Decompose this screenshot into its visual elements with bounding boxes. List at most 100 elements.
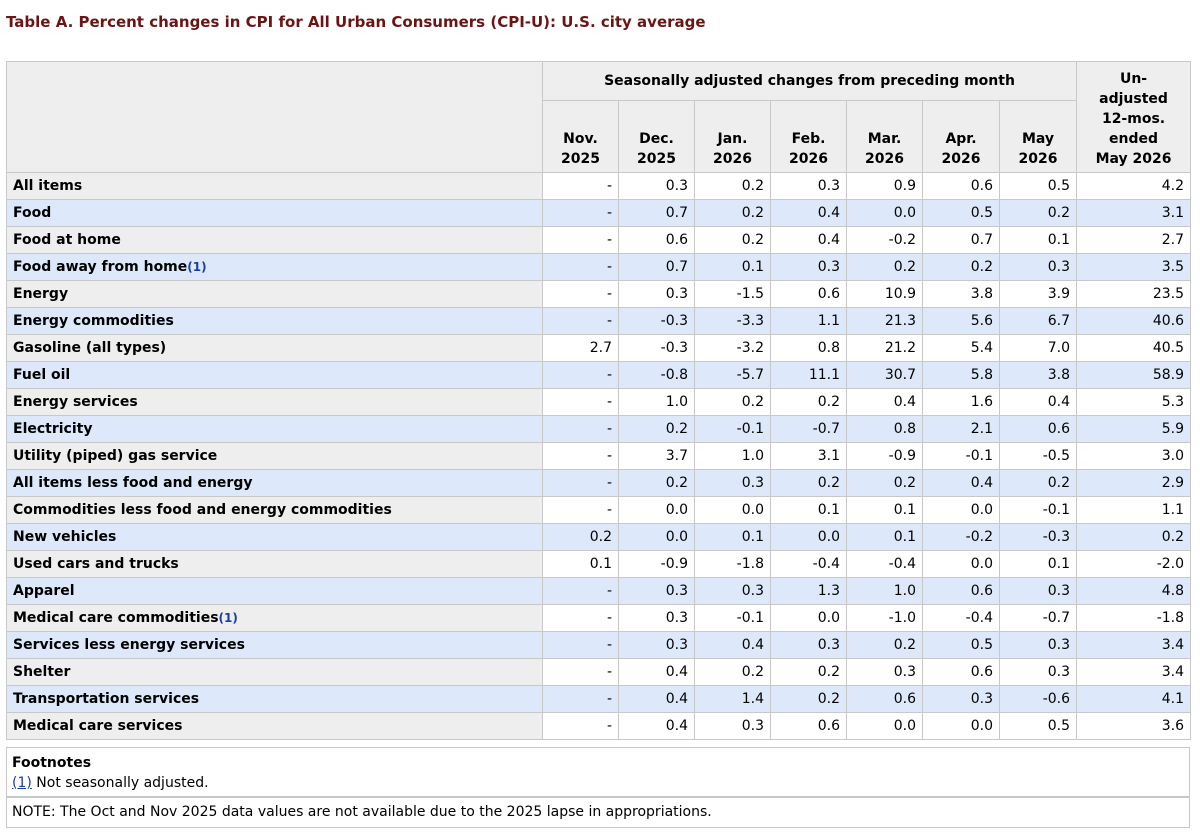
value-cell: -0.1 — [998, 496, 1078, 524]
table-row: Electricity -0.2 -0.1 -0.7 0.8 2.1 0.6 5.9 — [6, 415, 1192, 443]
value-cell: 4.1 — [1076, 685, 1192, 713]
month-year: 2025 — [561, 151, 600, 167]
value-cell: 0.5 — [922, 631, 1000, 659]
value-cell: - — [542, 712, 619, 740]
month-year: 2026 — [1018, 151, 1058, 167]
value-cell: - — [542, 361, 619, 389]
value-cell: - — [542, 415, 619, 443]
value-cell: -0.7 — [998, 604, 1078, 632]
value-cell: 0.3 — [618, 280, 695, 308]
month-header-jan: Jan. 2026 — [694, 100, 771, 173]
value-cell: 0.5 — [998, 712, 1078, 740]
value-cell: 0.1 — [846, 496, 923, 524]
row-label: Transportation services — [6, 685, 543, 713]
value-cell: 0.2 — [694, 388, 771, 416]
value-cell: 0.3 — [998, 577, 1078, 605]
row-label-text: Apparel — [13, 583, 75, 599]
value-cell: - — [542, 604, 619, 632]
table-row: Gasoline (all types) 2.7 -0.3 -3.2 0.8 21.2 5.… — [6, 334, 1192, 362]
value-cell: 0.4 — [922, 469, 1000, 497]
value-cell: 2.7 — [1076, 226, 1192, 254]
value-cell: 0.3 — [618, 631, 695, 659]
row-label-text: Electricity — [13, 421, 93, 437]
value-cell: 0.2 — [694, 658, 771, 686]
value-cell: -0.3 — [618, 307, 695, 335]
value-cell: -0.2 — [846, 226, 923, 254]
value-cell: - — [542, 685, 619, 713]
value-cell: 0.5 — [998, 172, 1078, 200]
row-label: New vehicles — [6, 523, 543, 551]
value-cell: 3.9 — [998, 280, 1078, 308]
value-cell: 0.6 — [770, 712, 847, 740]
unadjusted-line: Un- — [1119, 71, 1148, 87]
value-cell: 0.0 — [770, 604, 847, 632]
month-header-nov: Nov. 2025 — [542, 100, 619, 173]
value-cell: - — [542, 199, 619, 227]
value-cell: - — [542, 577, 619, 605]
table-row: Food -0.7 0.2 0.4 0.0 0.5 0.2 3.1 — [6, 199, 1192, 227]
value-cell: 0.0 — [694, 496, 771, 524]
value-cell: 0.2 — [694, 199, 771, 227]
value-cell: 0.7 — [618, 199, 695, 227]
value-cell: 0.3 — [694, 469, 771, 497]
row-label: Services less energy services — [6, 631, 543, 659]
value-cell: 0.2 — [770, 469, 847, 497]
value-cell: 0.4 — [998, 388, 1078, 416]
value-cell: 1.1 — [1076, 496, 1192, 524]
value-cell: 0.4 — [618, 712, 695, 740]
value-cell: 0.3 — [922, 685, 1000, 713]
value-cell: 0.0 — [922, 496, 1000, 524]
value-cell: - — [542, 469, 619, 497]
footnote-ref-link[interactable]: (1) — [218, 611, 238, 625]
row-label-text: Transportation services — [13, 691, 200, 707]
stub-header — [6, 61, 543, 173]
table-row: Transportation services -0.4 1.4 0.2 0.6 0.3-… — [6, 685, 1192, 713]
value-cell: -0.5 — [998, 442, 1078, 470]
value-cell: 0.3 — [998, 631, 1078, 659]
footnote-ref-link[interactable]: (1) — [187, 260, 207, 274]
month-name: Nov. — [563, 131, 598, 147]
value-cell: 0.0 — [618, 523, 695, 551]
value-cell: 0.0 — [922, 550, 1000, 578]
row-label-text: Utility (piped) gas service — [13, 448, 218, 464]
value-cell: 5.6 — [922, 307, 1000, 335]
value-cell: 0.2 — [770, 388, 847, 416]
value-cell: - — [542, 631, 619, 659]
table-row: Energy -0.3 -1.5 0.6 10.9 3.8 3.9 23.5 — [6, 280, 1192, 308]
value-cell: - — [542, 307, 619, 335]
unadjusted-line: adjusted — [1099, 91, 1168, 107]
unadjusted-line: 12-mos. — [1101, 111, 1166, 127]
value-cell: 0.2 — [846, 631, 923, 659]
value-cell: 0.7 — [618, 253, 695, 281]
value-cell: -5.7 — [694, 361, 771, 389]
row-label-text: Medical care commodities — [13, 610, 219, 626]
row-label: Apparel — [6, 577, 543, 605]
value-cell: - — [542, 658, 619, 686]
table-row: All items less food and energy -0.2 0.3 0.2… — [6, 469, 1192, 497]
value-cell: 0.3 — [998, 658, 1078, 686]
value-cell: 0.3 — [770, 172, 847, 200]
page-title: Table A. Percent changes in CPI for All … — [6, 13, 706, 31]
row-label: Energy commodities — [6, 307, 543, 335]
value-cell: 58.9 — [1076, 361, 1192, 389]
row-label-text: Fuel oil — [13, 367, 71, 383]
value-cell: 0.6 — [618, 226, 695, 254]
value-cell: 0.6 — [998, 415, 1078, 443]
value-cell: 5.4 — [922, 334, 1000, 362]
value-cell: 0.2 — [542, 523, 619, 551]
month-year: 2026 — [941, 151, 981, 167]
value-cell: 0.0 — [922, 712, 1000, 740]
value-cell: 2.9 — [1076, 469, 1192, 497]
note-text: NOTE: The Oct and Nov 2025 data values a… — [12, 804, 712, 820]
value-cell: 0.3 — [770, 631, 847, 659]
value-cell: 0.6 — [846, 685, 923, 713]
value-cell: 40.6 — [1076, 307, 1192, 335]
row-label-text: Energy — [13, 286, 69, 302]
month-name: Apr. — [945, 131, 977, 147]
row-label-text: Energy services — [13, 394, 138, 410]
value-cell: 0.9 — [846, 172, 923, 200]
row-label: Utility (piped) gas service — [6, 442, 543, 470]
value-cell: -0.9 — [618, 550, 695, 578]
footnote-link[interactable]: (1) — [12, 775, 32, 791]
value-cell: 1.6 — [922, 388, 1000, 416]
